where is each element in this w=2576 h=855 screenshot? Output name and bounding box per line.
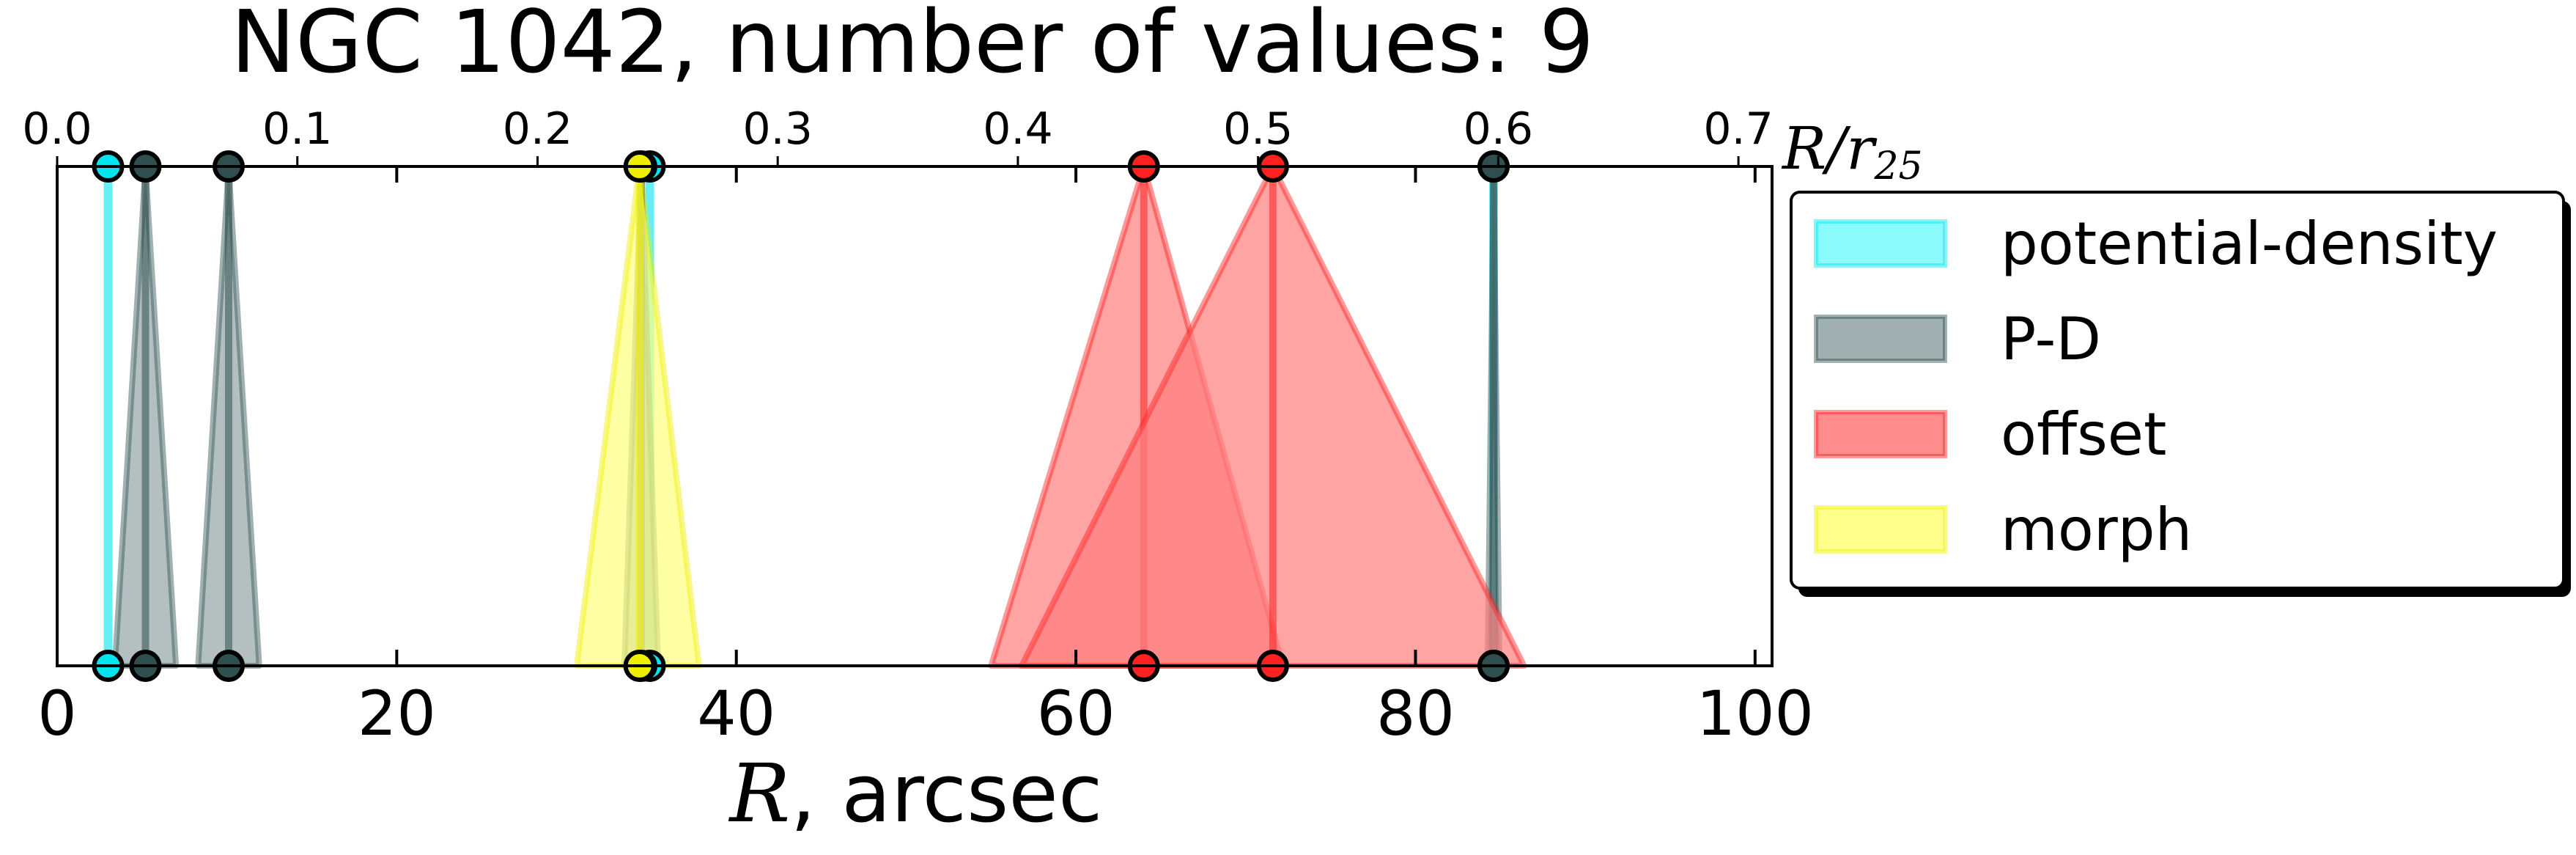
top-tick-label: 0.4 bbox=[983, 103, 1052, 155]
top-axis: 0.0 0.1 0.2 0.3 0.4 0.5 0.6 0.7 bbox=[22, 103, 1774, 166]
x-tick-label: 60 bbox=[1037, 678, 1115, 749]
x-tick-label: 20 bbox=[358, 678, 436, 749]
x-tick-label: 40 bbox=[697, 678, 775, 749]
legend-label-offset: offset bbox=[2001, 400, 2166, 469]
chart-title: NGC 1042, number of values: 9 bbox=[231, 0, 1594, 92]
legend: potential-density P-D offset morph bbox=[1790, 191, 2571, 597]
top-tick-label: 0.0 bbox=[22, 103, 92, 155]
x-axis: 0 20 40 60 80 100 bbox=[37, 166, 1814, 749]
legend-swatch-offset bbox=[1814, 410, 1947, 458]
top-axis-label-sub: 25 bbox=[1873, 144, 1922, 188]
top-tick-label: 0.7 bbox=[1703, 103, 1773, 155]
top-axis-label-r: r bbox=[1846, 114, 1878, 183]
top-axis-label-symbol: R bbox=[1781, 114, 1826, 183]
legend-label-P-D: P-D bbox=[2001, 305, 2101, 373]
top-tick-label: 0.3 bbox=[742, 103, 812, 155]
top-axis-label: R/r25 bbox=[1781, 114, 1923, 188]
top-tick-label: 0.5 bbox=[1223, 103, 1293, 155]
legend-swatch-potential-density bbox=[1814, 219, 1947, 268]
x-tick-label: 80 bbox=[1376, 678, 1455, 749]
x-tick-label: 0 bbox=[37, 678, 76, 749]
plot-frame bbox=[56, 165, 1774, 667]
top-tick-label: 0.6 bbox=[1464, 103, 1533, 155]
x-tick-label: 100 bbox=[1697, 678, 1814, 749]
series-morph bbox=[573, 164, 702, 669]
plot-area bbox=[92, 150, 1527, 682]
series-offset bbox=[988, 164, 1527, 669]
legend-label-potential-density: potential-density bbox=[2001, 210, 2498, 278]
x-axis-label: R, arcsec bbox=[728, 746, 1103, 840]
top-tick-label: 0.1 bbox=[262, 103, 332, 155]
legend-swatch-P-D bbox=[1814, 315, 1947, 363]
legend-box bbox=[1790, 191, 2565, 590]
legend-swatch-morph bbox=[1814, 505, 1947, 554]
top-tick-label: 0.2 bbox=[503, 103, 572, 155]
x-axis-label-symbol: R bbox=[728, 746, 791, 840]
x-axis-label-unit: , arcsec bbox=[790, 746, 1102, 840]
legend-label-morph: morph bbox=[2001, 496, 2192, 564]
